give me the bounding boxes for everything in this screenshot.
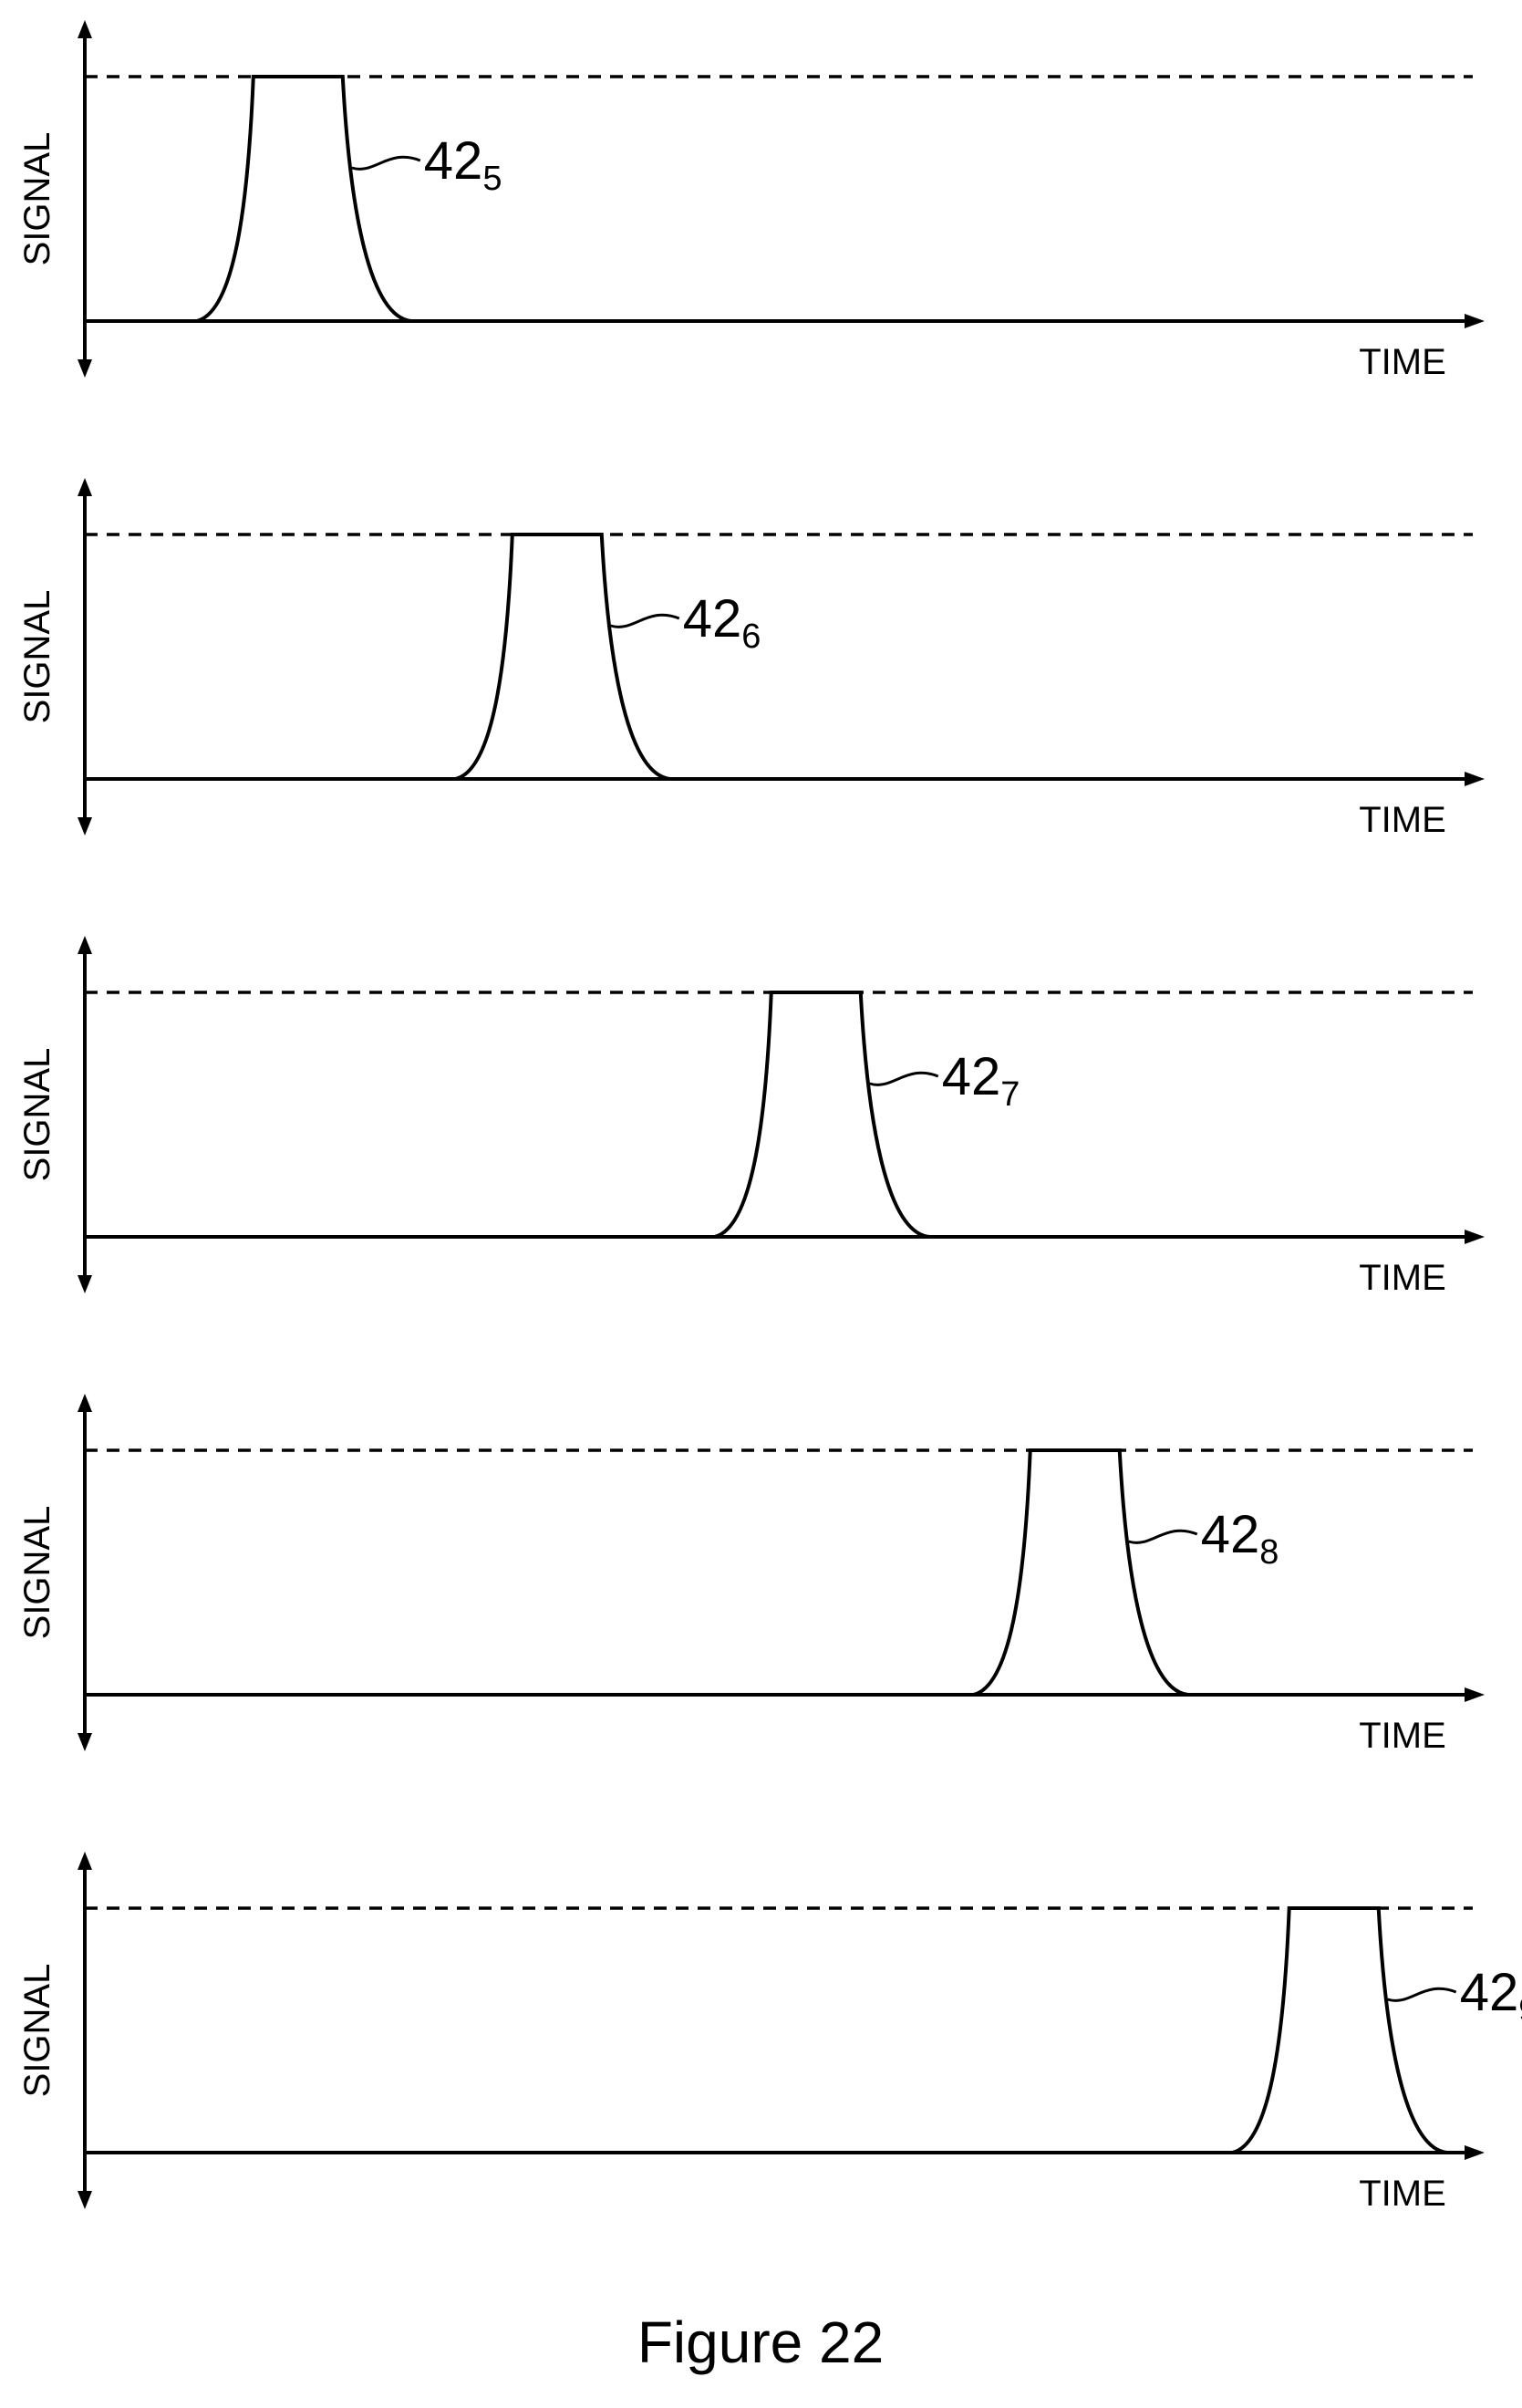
signal-panels: 425SIGNALTIME426SIGNALTIME427SIGNALTIME4…: [17, 20, 1522, 2214]
reference-numeral: 425: [424, 131, 502, 198]
time-axis-label: TIME: [1359, 1258, 1446, 1298]
signal-pulse: [1232, 1906, 1448, 2154]
signal-axis-arrow-down: [78, 1733, 92, 1751]
signal-axis-label: SIGNAL: [17, 590, 57, 724]
signal-axis-arrow-down: [78, 359, 92, 378]
reference-leader-line: [1387, 1987, 1457, 2002]
reference-leader-line: [351, 155, 421, 171]
signal-panel: 426 SIGNAL TIME: [17, 478, 1485, 840]
reference-leader-line: [1128, 1529, 1198, 1544]
reference-numeral: 426: [683, 589, 761, 656]
signal-axis-arrow-up: [78, 1852, 92, 1870]
reference-leader-line: [869, 1071, 939, 1086]
signal-axis-label: SIGNAL: [17, 1506, 57, 1640]
signal-pulse: [714, 991, 930, 1239]
signal-axis-arrow-down: [78, 1275, 92, 1293]
reference-numeral: 428: [1201, 1505, 1279, 1572]
signal-axis-arrow-up: [78, 1394, 92, 1412]
time-axis-label: TIME: [1359, 800, 1446, 840]
time-axis-arrow: [1465, 1230, 1485, 1244]
time-axis-label: TIME: [1359, 342, 1446, 382]
time-axis-label: TIME: [1359, 2174, 1446, 2214]
time-axis-arrow: [1465, 2145, 1485, 2160]
signal-axis-arrow-up: [78, 20, 92, 38]
signal-panel: 428 SIGNAL TIME: [17, 1394, 1485, 1756]
reference-numeral: 427: [942, 1047, 1020, 1114]
time-axis-label: TIME: [1359, 1716, 1446, 1756]
time-axis-arrow: [1465, 1687, 1485, 1702]
time-axis-arrow: [1465, 314, 1485, 328]
signal-axis-label: SIGNAL: [17, 1964, 57, 2098]
signal-axis-arrow-up: [78, 936, 92, 954]
signal-pulse: [196, 75, 412, 323]
signal-axis-arrow-down: [78, 817, 92, 836]
figure-caption: Figure 22: [637, 2309, 884, 2375]
signal-panel: 425 SIGNAL TIME: [17, 20, 1485, 382]
signal-pulse: [973, 1448, 1189, 1697]
signal-panel: 427 SIGNAL TIME: [17, 936, 1485, 1298]
signal-axis-arrow-down: [78, 2191, 92, 2209]
reference-leader-line: [610, 613, 680, 628]
signal-axis-arrow-up: [78, 478, 92, 496]
time-axis-arrow: [1465, 772, 1485, 786]
signal-axis-label: SIGNAL: [17, 132, 57, 266]
signal-panel: 429 SIGNAL TIME: [17, 1852, 1522, 2214]
signal-pulse: [455, 533, 671, 781]
reference-numeral: 429: [1460, 1963, 1522, 2029]
signal-axis-label: SIGNAL: [17, 1048, 57, 1182]
